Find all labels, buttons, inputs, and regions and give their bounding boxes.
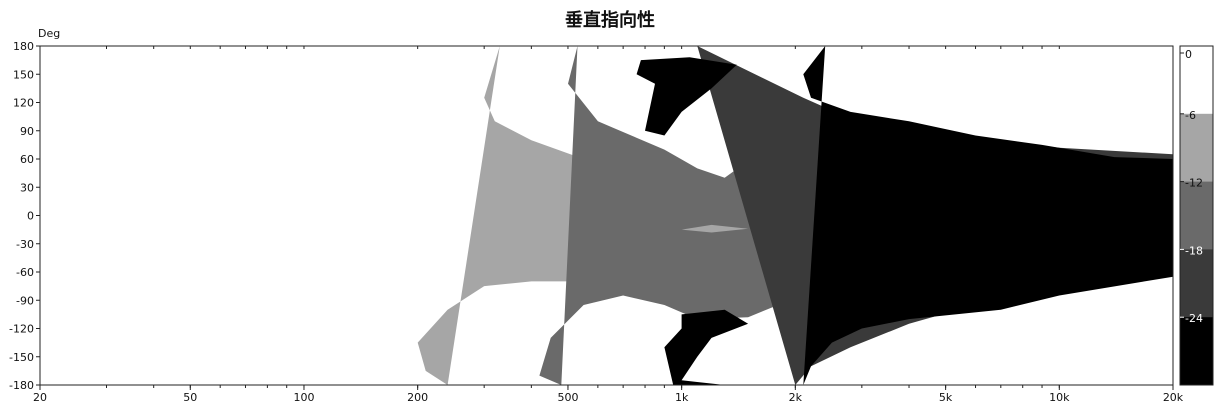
- contour-region-minus24-5: [664, 309, 749, 385]
- y-tick-label: -60: [16, 266, 34, 279]
- x-tick-label: 2k: [789, 391, 803, 404]
- x-tick-label: 100: [293, 391, 314, 404]
- y-tick-label: -180: [9, 379, 34, 392]
- x-tick-label: 500: [557, 391, 578, 404]
- x-tick-label: 1k: [675, 391, 689, 404]
- colorbar-swatch: [1180, 181, 1213, 250]
- contour-region-minus24-3: [803, 46, 1173, 385]
- colorbar-swatch: [1180, 317, 1213, 386]
- y-tick-label: 60: [20, 153, 34, 166]
- y-tick-label: -30: [16, 238, 34, 251]
- y-tick-label: 180: [13, 40, 34, 53]
- y-tick-label: 90: [20, 125, 34, 138]
- colorbar-tick-label: -12: [1185, 177, 1203, 190]
- contour-layer: [417, 46, 1173, 385]
- y-axis-unit-label: Deg: [38, 27, 60, 40]
- colorbar-swatch: [1180, 113, 1213, 183]
- x-tick-label: 20: [33, 391, 47, 404]
- x-tick-label: 20k: [1163, 391, 1184, 404]
- colorbar-tick-label: -24: [1185, 312, 1203, 325]
- colorbar-frame: [1179, 45, 1214, 386]
- chart-title: 垂直指向性: [565, 9, 655, 31]
- contour-region-minus24-4: [636, 57, 737, 136]
- y-tick-label: -90: [16, 294, 34, 307]
- colorbar-tick-label: 0: [1185, 48, 1192, 61]
- x-tick-label: 10k: [1049, 391, 1070, 404]
- y-tick-label: 0: [27, 210, 34, 223]
- y-tick-label: 120: [13, 97, 34, 110]
- y-tick-label: 30: [20, 181, 34, 194]
- x-tick-label: 50: [183, 391, 197, 404]
- colorbar-tick-label: -6: [1185, 109, 1196, 122]
- x-tick-label: 200: [407, 391, 428, 404]
- x-tick-label: 5k: [939, 391, 953, 404]
- colorbar-swatch: [1180, 249, 1213, 318]
- colorbar-tick-label: -18: [1185, 244, 1203, 257]
- contour-region-minus6-6: [681, 224, 749, 233]
- y-tick-label: -150: [9, 351, 34, 364]
- y-tick-label: -120: [9, 323, 34, 336]
- y-tick-label: 150: [13, 68, 34, 81]
- colorbar-swatch: [1180, 46, 1213, 115]
